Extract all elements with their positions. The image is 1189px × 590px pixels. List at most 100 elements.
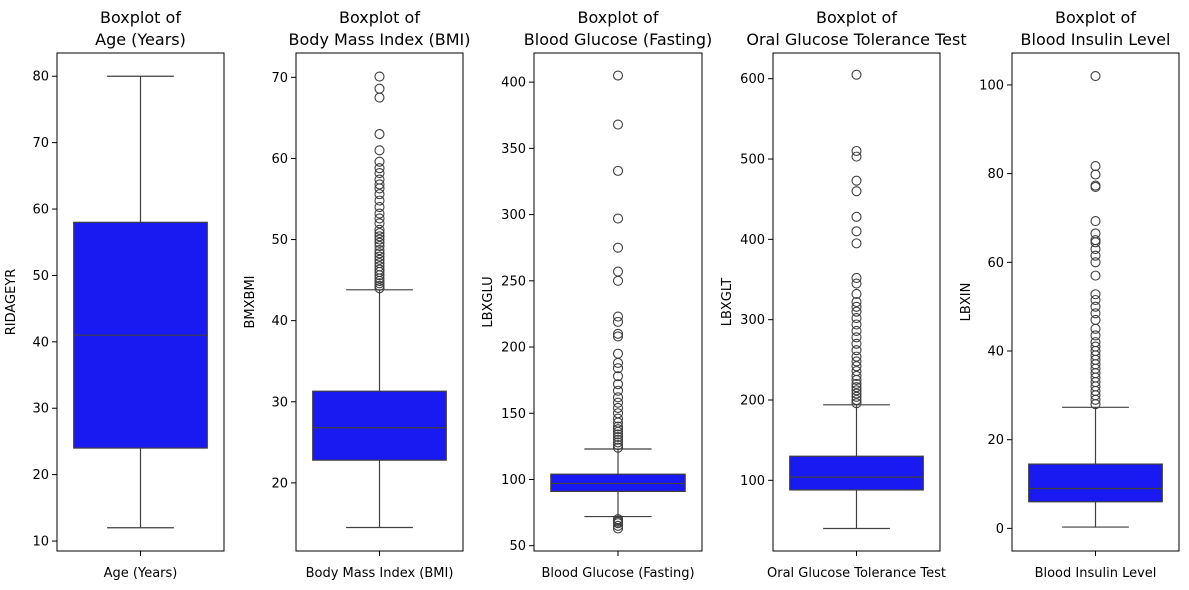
y-axis-label: LBXIN xyxy=(959,283,974,322)
outlier-point xyxy=(851,69,862,80)
outlier-point xyxy=(374,218,385,229)
y-tick-label: 100 xyxy=(740,474,765,489)
outlier-point xyxy=(612,385,624,396)
outlier-point xyxy=(851,288,862,300)
outlier-point xyxy=(612,439,624,451)
box-iqr xyxy=(550,473,686,492)
y-tick-label: 40 xyxy=(32,335,49,350)
outlier-point xyxy=(851,272,862,283)
outlier-point xyxy=(374,129,385,140)
outlier-point xyxy=(1090,308,1101,319)
outlier-point xyxy=(612,520,624,531)
outlier-point xyxy=(612,402,624,414)
outlier-point xyxy=(851,398,862,409)
outlier-point xyxy=(612,413,624,424)
outlier-point xyxy=(612,371,624,382)
outlier-point xyxy=(374,71,385,82)
y-tick-label: 60 xyxy=(271,152,288,167)
outlier-point xyxy=(374,251,385,262)
y-tick-label: 600 xyxy=(740,72,765,87)
y-tick-label: 20 xyxy=(32,468,49,483)
outlier-point xyxy=(1090,270,1101,281)
chart-panel-2: 20 30 40 50 60 70 Body Mass Index (BMI) BMXBMI B… xyxy=(243,8,470,581)
outlier-point xyxy=(851,306,862,317)
outlier-point xyxy=(612,316,624,327)
y-tick-label: 40 xyxy=(271,314,288,329)
outlier-point xyxy=(1090,235,1101,246)
outlier-point xyxy=(1090,169,1101,180)
outlier-point xyxy=(1090,180,1101,191)
x-tick-label: Blood Glucose (Fasting) xyxy=(541,566,694,581)
y-tick-label: 350 xyxy=(501,142,526,157)
outlier-point xyxy=(851,378,862,389)
outlier-point xyxy=(374,156,385,167)
outlier-point xyxy=(374,145,385,156)
y-tick-label: 20 xyxy=(987,433,1004,448)
outlier-point xyxy=(612,70,624,81)
outlier-point xyxy=(1090,330,1101,341)
y-tick-label: 500 xyxy=(740,153,765,168)
outlier-point xyxy=(612,357,624,368)
chart-title-line-2: Body Mass Index (BMI) xyxy=(289,30,471,49)
y-tick-label: 150 xyxy=(501,407,526,422)
x-tick-label: Body Mass Index (BMI) xyxy=(306,566,454,581)
y-tick-label: 50 xyxy=(271,233,288,248)
outlier-point xyxy=(851,391,862,402)
outlier-point xyxy=(851,325,862,336)
outlier-point xyxy=(374,278,385,289)
outlier-point xyxy=(612,408,624,419)
chart-title-line-2: Blood Insulin Level xyxy=(1021,30,1171,49)
outlier-point xyxy=(851,186,862,197)
outlier-point xyxy=(374,202,385,213)
outlier-point xyxy=(851,278,862,289)
y-tick-label: 50 xyxy=(32,269,49,284)
outlier-point xyxy=(851,345,862,356)
outlier-point xyxy=(374,240,385,252)
chart-title-line-2: Oral Glucose Tolerance Test xyxy=(746,30,966,49)
y-tick-label: 30 xyxy=(271,395,288,410)
y-tick-label: 400 xyxy=(740,233,765,248)
outlier-point xyxy=(851,370,862,381)
outlier-point xyxy=(851,211,862,222)
outlier-point xyxy=(1090,257,1101,268)
outlier-point xyxy=(374,248,385,259)
outlier-point xyxy=(374,258,385,269)
chart-title-line-1: Boxplot of xyxy=(1055,8,1136,27)
outlier-point xyxy=(374,280,385,291)
outlier-point xyxy=(1090,341,1101,352)
outlier-point xyxy=(851,351,862,362)
outlier-point xyxy=(374,83,385,94)
outlier-point xyxy=(1090,250,1101,261)
x-tick-label: Age (Years) xyxy=(104,566,178,581)
outlier-point xyxy=(612,424,624,435)
chart-title-line-2: Age (Years) xyxy=(95,30,186,49)
y-tick-label: 100 xyxy=(501,473,526,488)
x-tick-label: Oral Glucose Tolerance Test xyxy=(767,566,946,581)
outlier-point xyxy=(374,208,385,219)
outlier-point xyxy=(612,442,624,453)
chart-panel-1: 10 20 30 40 50 60 70 80 Age (Years) RIDAGEYR Boxpl… xyxy=(4,8,225,581)
outlier-point xyxy=(612,434,624,445)
outlier-point xyxy=(612,328,624,339)
chart-title-line-2: Blood Glucose (Fasting) xyxy=(524,30,712,49)
outlier-point xyxy=(1090,294,1101,306)
chart-title-line-1: Boxplot of xyxy=(816,8,897,27)
y-tick-label: 100 xyxy=(979,78,1004,93)
outlier-point xyxy=(374,245,385,256)
outlier-point xyxy=(612,379,624,390)
outlier-point xyxy=(851,332,862,343)
outlier-point xyxy=(612,311,624,322)
y-axis-label: RIDAGEYR xyxy=(4,269,19,336)
chart-title-line-1: Boxplot of xyxy=(339,8,420,27)
outlier-point xyxy=(612,397,624,408)
outlier-point xyxy=(851,385,862,396)
y-axis-label: BMXBMI xyxy=(243,275,258,328)
y-tick-label: 30 xyxy=(32,402,49,417)
y-tick-label: 50 xyxy=(509,539,526,554)
y-tick-label: 10 xyxy=(32,535,49,550)
y-tick-label: 70 xyxy=(271,71,288,86)
outlier-point xyxy=(612,213,624,224)
outlier-point xyxy=(1090,323,1101,334)
y-tick-label: 200 xyxy=(501,341,526,356)
x-tick-label: Blood Insulin Level xyxy=(1035,566,1157,581)
